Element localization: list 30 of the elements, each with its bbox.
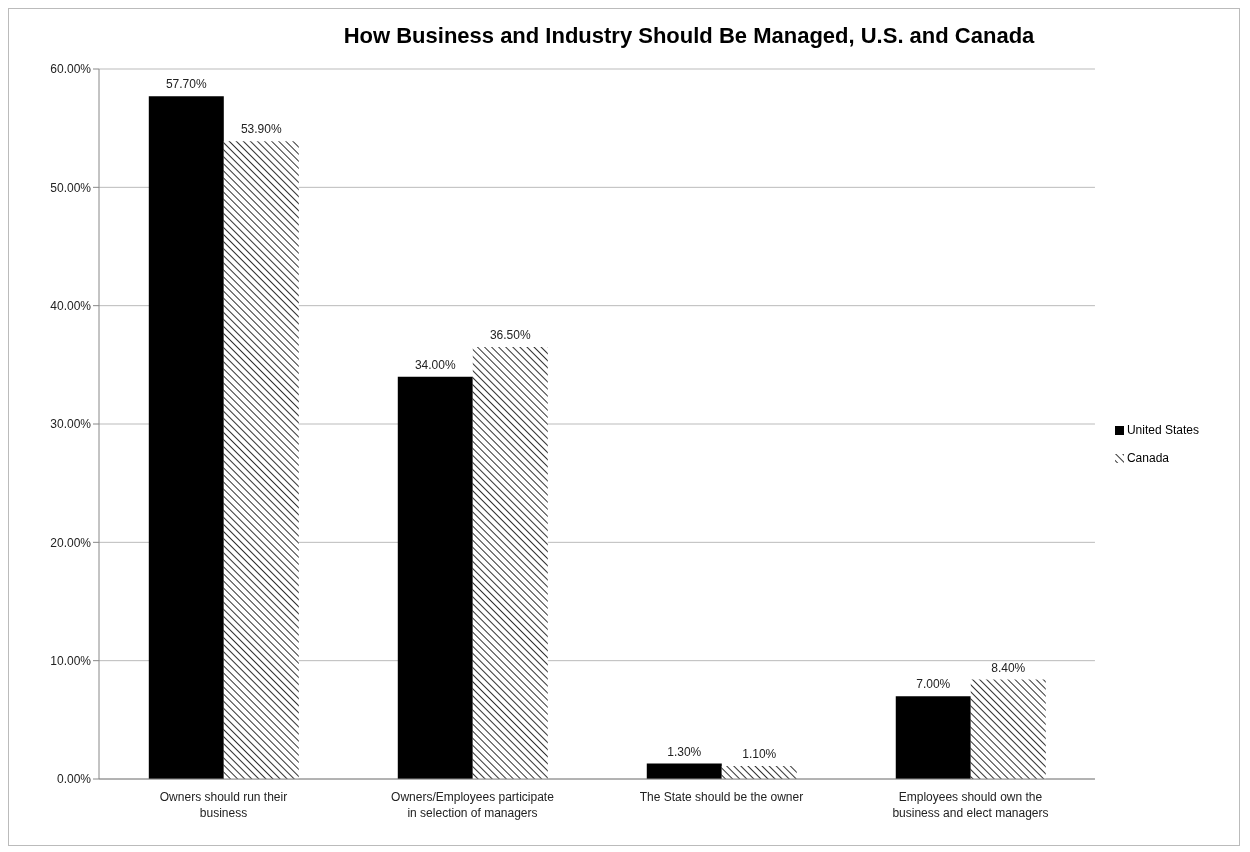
x-tick-label: Owners/Employees participate in selection of managers xyxy=(391,790,555,820)
data-label: 1.10% xyxy=(742,746,777,761)
x-tick-label: The State should be the owner xyxy=(639,790,804,804)
legend-label: Canada xyxy=(1126,451,1169,465)
bar xyxy=(646,763,722,779)
bar xyxy=(721,765,797,779)
chart-title: How Business and Industry Should Be Managed, U.S. and Canada xyxy=(342,23,1036,49)
data-label: 57.70% xyxy=(165,77,207,92)
bar xyxy=(472,347,548,779)
data-label: 8.40% xyxy=(991,660,1026,675)
y-tick-label: 60.00% xyxy=(50,62,92,77)
y-tick-label: 50.00% xyxy=(50,180,92,195)
data-label: 36.50% xyxy=(489,328,531,343)
x-tick-label: Employees should own the business and elect managers xyxy=(892,790,1049,820)
x-tick-label: Owners should run their business xyxy=(159,790,288,820)
bar xyxy=(148,96,224,779)
data-label: 34.00% xyxy=(414,357,456,372)
data-label: 53.90% xyxy=(240,122,282,137)
data-label: 1.30% xyxy=(667,744,702,759)
y-tick-label: 40.00% xyxy=(50,298,92,313)
legend-label: United States xyxy=(1126,423,1199,437)
bar xyxy=(970,679,1046,779)
bar xyxy=(895,696,971,779)
y-tick-label: 30.00% xyxy=(50,417,92,432)
y-tick-label: 10.00% xyxy=(50,653,92,668)
y-tick-label: 20.00% xyxy=(50,535,92,550)
y-tick-label: 0.00% xyxy=(56,772,92,787)
data-label: 7.00% xyxy=(916,677,951,692)
bar xyxy=(223,141,299,779)
bar xyxy=(397,376,473,779)
